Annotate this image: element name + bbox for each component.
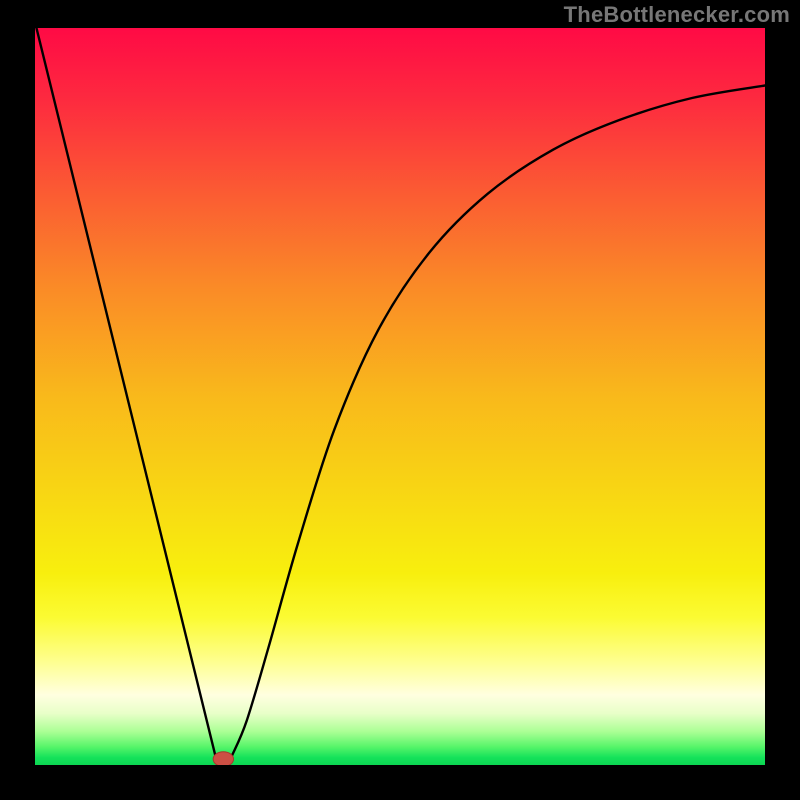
- optimal-marker: [213, 752, 233, 765]
- plot-area: [35, 28, 765, 765]
- gradient-background: [35, 28, 765, 765]
- chart-frame: TheBottlenecker.com: [0, 0, 800, 800]
- plot-svg: [35, 28, 765, 765]
- watermark-text: TheBottlenecker.com: [564, 2, 790, 28]
